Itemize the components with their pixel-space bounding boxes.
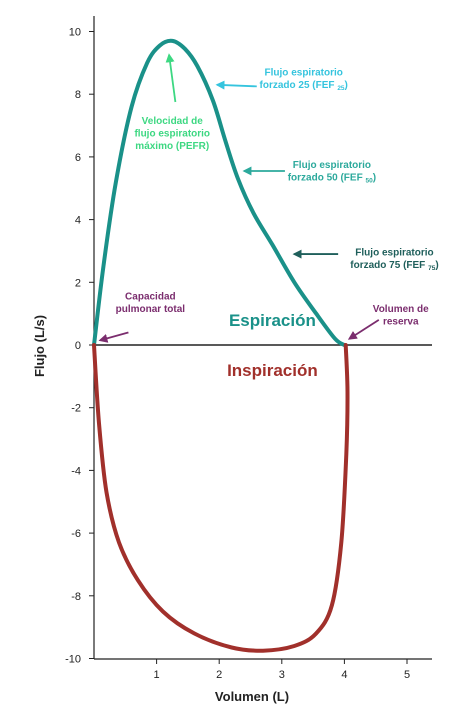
y-tick-label: 8: [75, 89, 81, 101]
y-tick-label: -2: [71, 403, 81, 415]
annotation-label: Volumen de reserva: [373, 304, 429, 328]
x-tick-label: 1: [154, 669, 160, 681]
annotation-label: Flujo espiratorio forzado 75 (FEF 75): [350, 248, 438, 273]
x-tick-label: 3: [279, 669, 285, 681]
annotation-arrow: [165, 53, 177, 103]
annotation-arrow: [215, 80, 257, 90]
x-axis-title: Volumen (L): [215, 689, 289, 704]
y-tick-label: 0: [75, 340, 81, 352]
y-tick-label: 2: [75, 277, 81, 289]
annotation-label: Flujo espiratorio forzado 50 (FEF 50): [288, 160, 376, 185]
y-tick-label: 4: [75, 215, 81, 227]
x-tick-label: 5: [404, 669, 410, 681]
annotation-label: Capacidad pulmonar total: [116, 292, 186, 316]
annotation-arrow: [347, 319, 380, 340]
x-tick-label: 2: [216, 669, 222, 681]
inspiration-label: Inspiración: [227, 361, 318, 380]
y-tick-label: -8: [71, 591, 81, 603]
y-tick-label: -6: [71, 528, 81, 540]
y-tick-label: 6: [75, 152, 81, 164]
expiration-curve: [92, 38, 347, 347]
annotation-label: Velocidad de flujo espiratorio máximo (PEF…: [134, 116, 210, 152]
expiration-label: Espiración: [229, 311, 316, 330]
y-tick-label: -10: [65, 654, 81, 666]
y-tick-label: -4: [71, 465, 81, 477]
y-axis-title: Flujo (L/s): [32, 315, 47, 377]
y-tick-label: 10: [69, 27, 81, 39]
inspiration-curve: [92, 343, 350, 653]
annotation-label: Flujo espiratorio forzado 25 (FEF 25): [260, 67, 348, 92]
annotation-arrow: [98, 331, 129, 343]
x-tick-label: 4: [341, 669, 347, 681]
